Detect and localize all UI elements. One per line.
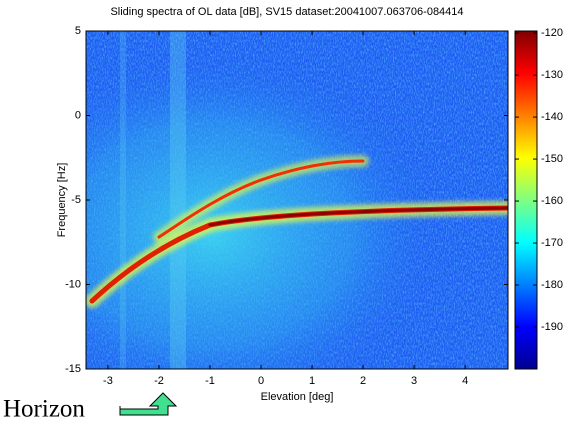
x-tick-label: -1 bbox=[205, 375, 215, 387]
y-tick-label: -10 bbox=[65, 278, 81, 290]
x-tick-label: 3 bbox=[411, 375, 417, 387]
colorbar-tick-label: -160 bbox=[541, 195, 563, 207]
heatmap bbox=[86, 31, 508, 369]
x-tick-label: 1 bbox=[309, 375, 315, 387]
chart-title: Sliding spectra of OL data [dB], SV15 da… bbox=[110, 6, 463, 18]
y-tick-label: -5 bbox=[71, 194, 81, 206]
x-tick-label: -2 bbox=[154, 375, 164, 387]
horizon-arrow bbox=[119, 392, 178, 416]
x-tick-label: 2 bbox=[360, 375, 366, 387]
x-tick-label: 0 bbox=[258, 375, 264, 387]
colorbar-tick-label: -190 bbox=[541, 321, 563, 333]
colorbar-tick-label: -170 bbox=[541, 237, 563, 249]
colorbar bbox=[514, 30, 538, 370]
y-tick-label: 0 bbox=[75, 109, 81, 121]
x-tick-label: 4 bbox=[462, 375, 468, 387]
colorbar-tick-label: -140 bbox=[541, 111, 563, 123]
annotation: Horizon bbox=[3, 396, 85, 423]
colorbar-tick-label: -120 bbox=[541, 27, 563, 39]
y-tick-label: -15 bbox=[65, 363, 81, 375]
colorbar-tick-label: -150 bbox=[541, 153, 563, 165]
y-tick-label: 5 bbox=[75, 25, 81, 37]
x-tick-label: -3 bbox=[103, 375, 113, 387]
x-axis-label: Elevation [deg] bbox=[261, 391, 334, 403]
colorbar-tick-label: -180 bbox=[541, 279, 563, 291]
colorbar-tick-label: -130 bbox=[541, 69, 563, 81]
y-axis-label: Frequency [Hz] bbox=[56, 163, 68, 238]
